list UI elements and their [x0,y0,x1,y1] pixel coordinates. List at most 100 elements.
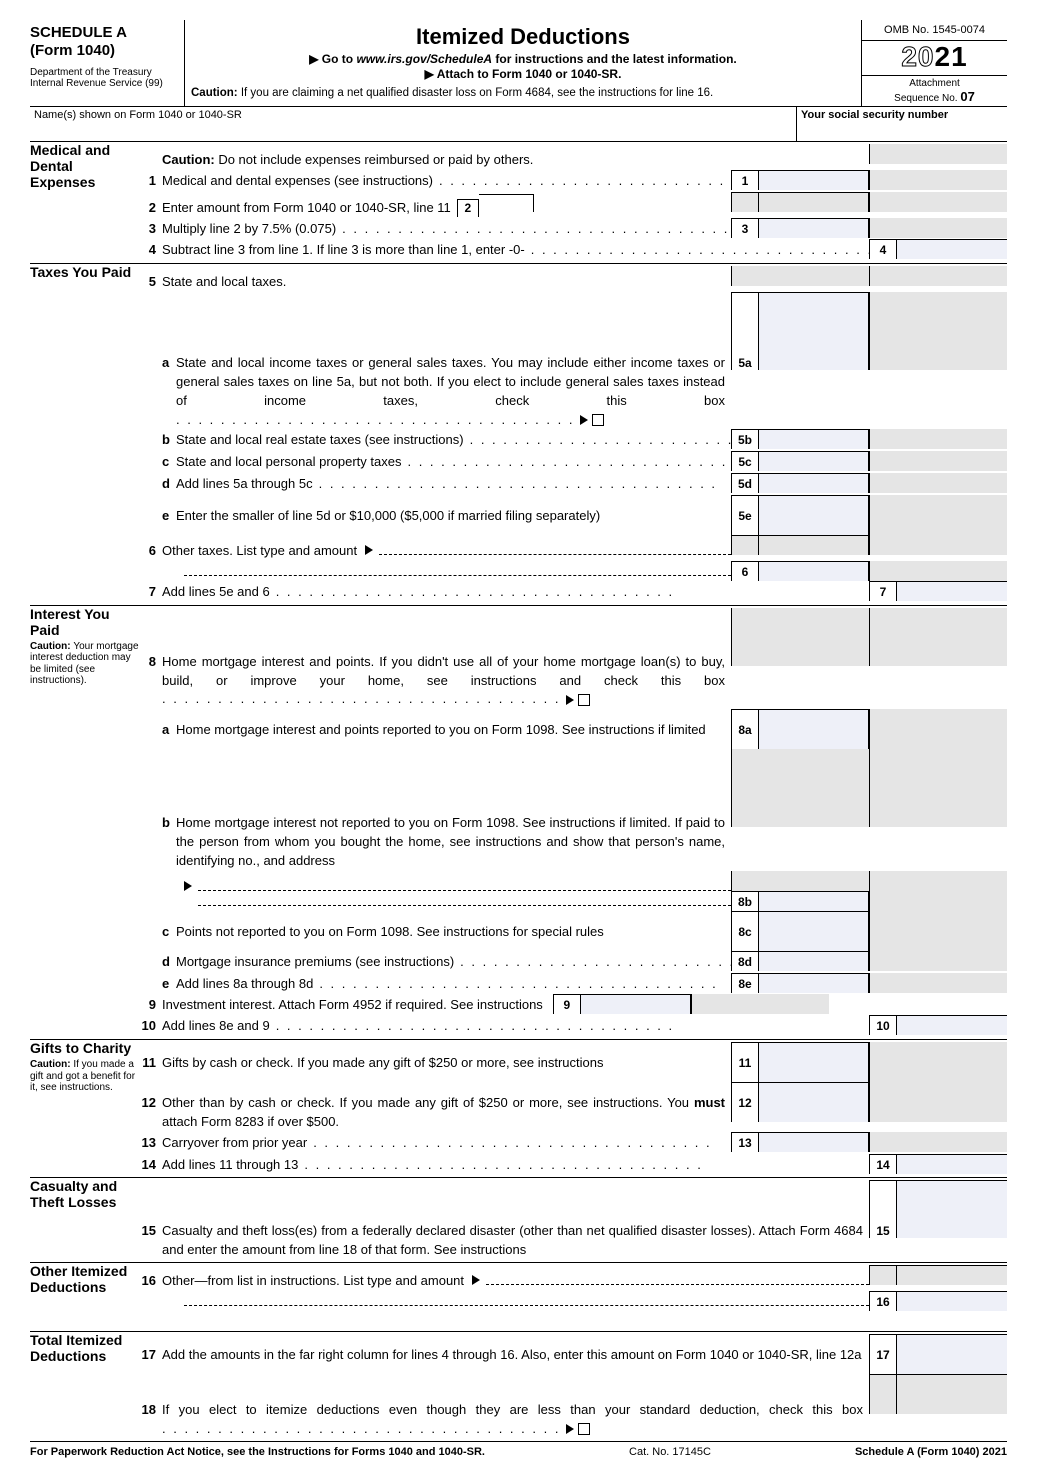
box-label-5a: 5a [731,292,759,370]
line-8b-writein-2[interactable] [198,892,731,906]
box-label-16: 16 [869,1291,897,1311]
gifts-caution: Caution: If you made a gift and got a be… [30,1059,140,1094]
footer-formid: Schedule A (Form 1040) 2021 [855,1446,1007,1458]
box-label-12: 12 [731,1082,759,1122]
line-11-text: Gifts by cash or check. If you made any … [162,1054,731,1073]
line-6-writein-2[interactable] [184,562,731,576]
line-4-text: Subtract line 3 from line 1. If line 3 i… [162,241,531,260]
amount-5d[interactable] [759,473,869,493]
box-label-8c: 8c [731,911,759,951]
checkbox-18[interactable] [578,1423,590,1435]
line-num-11: 11 [140,1054,162,1073]
amount-8d[interactable] [759,951,869,971]
amount-5c[interactable] [759,451,869,471]
amount-13[interactable] [759,1132,869,1152]
amount-8c[interactable] [759,911,869,951]
line-16-writein-1[interactable] [486,1271,869,1285]
amount-17[interactable] [897,1334,1007,1374]
footer-notice: For Paperwork Reduction Act Notice, see … [30,1446,485,1458]
amount-4[interactable] [897,239,1007,259]
names-label: Name(s) shown on Form 1040 or 1040-SR [34,109,242,121]
amount-3[interactable] [759,218,869,238]
box-label-11: 11 [731,1042,759,1082]
box-label-14: 14 [869,1154,897,1174]
line-9-text: Investment interest. Attach Form 4952 if… [162,996,549,1015]
line-6-writein[interactable] [379,541,731,555]
triangle-icon [365,545,373,555]
goto-line: ▶ Go to www.irs.gov/ScheduleA for instru… [191,52,855,66]
box-label-1: 1 [731,170,759,190]
line-8d-text: Mortgage insurance premiums (see instruc… [176,953,460,972]
amount-8a[interactable] [759,709,869,749]
box-label-5e: 5e [731,495,759,535]
line-5-text: State and local taxes. [162,273,731,292]
amount-10[interactable] [897,1015,1007,1035]
line-7-text: Add lines 5e and 6 [162,583,276,602]
triangle-icon [566,1424,574,1434]
line-5a-text: State and local income taxes or general … [176,354,731,429]
line-8b-writein-1[interactable] [198,877,731,891]
line-18-text: If you elect to itemize deductions even … [162,1401,869,1439]
line-num-18: 18 [140,1401,162,1420]
box-label-8d: 8d [731,951,759,971]
form-body: Medical and Dental Expenses Caution: Do … [30,142,1007,1441]
amount-6[interactable] [759,561,869,581]
inline-amount-2[interactable] [479,194,534,212]
line-num-5: 5 [140,273,162,292]
names-input[interactable] [34,121,792,139]
section-gifts-title: Gifts to Charity [30,1040,140,1056]
line-num-14: 14 [140,1156,162,1175]
line-12-text: Other than by cash or check. If you made… [162,1094,731,1132]
ssn-input[interactable] [801,121,1003,139]
checkbox-8[interactable] [578,694,590,706]
amount-14[interactable] [897,1154,1007,1174]
triangle-icon [472,1275,480,1285]
line-5b-text: State and local real estate taxes (see i… [176,431,470,450]
amount-9[interactable] [581,994,691,1014]
section-casualty-title: Casualty and Theft Losses [30,1178,140,1210]
amount-15[interactable] [897,1180,1007,1238]
line-8-text: Home mortgage interest and points. If yo… [162,653,731,710]
line-10-text: Add lines 8e and 9 [162,1017,276,1036]
line-num-7: 7 [140,583,162,602]
line-num-2: 2 [140,199,162,218]
amount-8e[interactable] [759,973,869,993]
amount-5a[interactable] [759,292,869,370]
section-taxes-title: Taxes You Paid [30,264,140,280]
amount-5b[interactable] [759,429,869,449]
box-label-8b: 8b [731,891,759,911]
box-label-5b: 5b [731,429,759,449]
amount-5e[interactable] [759,495,869,535]
amount-16[interactable] [897,1291,1007,1311]
box-label-10: 10 [869,1015,897,1035]
line-num-17: 17 [140,1346,162,1365]
line-17-text: Add the amounts in the far right column … [162,1346,869,1365]
box-label-4: 4 [869,239,897,259]
section-medical-title: Medical and Dental Expenses [30,142,140,190]
amount-8b[interactable] [759,891,869,911]
section-other-title: Other Itemized Deductions [30,1263,140,1295]
amount-11[interactable] [759,1042,869,1082]
line-16-writein-2[interactable] [184,1292,869,1306]
checkbox-5a[interactable] [592,414,604,426]
line-num-8: 8 [140,653,162,672]
line-5d-text: Add lines 5a through 5c [176,475,319,494]
amount-7[interactable] [897,581,1007,601]
line-15-text: Casualty and theft loss(es) from a feder… [162,1222,869,1260]
tax-year: 2021 [862,41,1007,76]
section-total-title: Total Itemized Deductions [30,1332,140,1364]
box-label-8a: 8a [731,709,759,749]
line-num-1: 1 [140,172,162,191]
line-num-9: 9 [140,996,162,1015]
line-16-text: Other—from list in instructions. List ty… [162,1272,470,1291]
box-label-8e: 8e [731,973,759,993]
amount-1[interactable] [759,170,869,190]
box-label-6: 6 [731,561,759,581]
medical-caution: Caution: Do not include expenses reimbur… [162,151,731,170]
ssn-label: Your social security number [801,109,948,121]
amount-12[interactable] [759,1082,869,1122]
line-1-text: Medical and dental expenses (see instruc… [162,172,439,191]
line-8a-text: Home mortgage interest and points report… [176,721,731,740]
attachment-seq: Attachment Sequence No. 07 [862,76,1007,106]
line-3-text: Multiply line 2 by 7.5% (0.075) [162,220,342,239]
